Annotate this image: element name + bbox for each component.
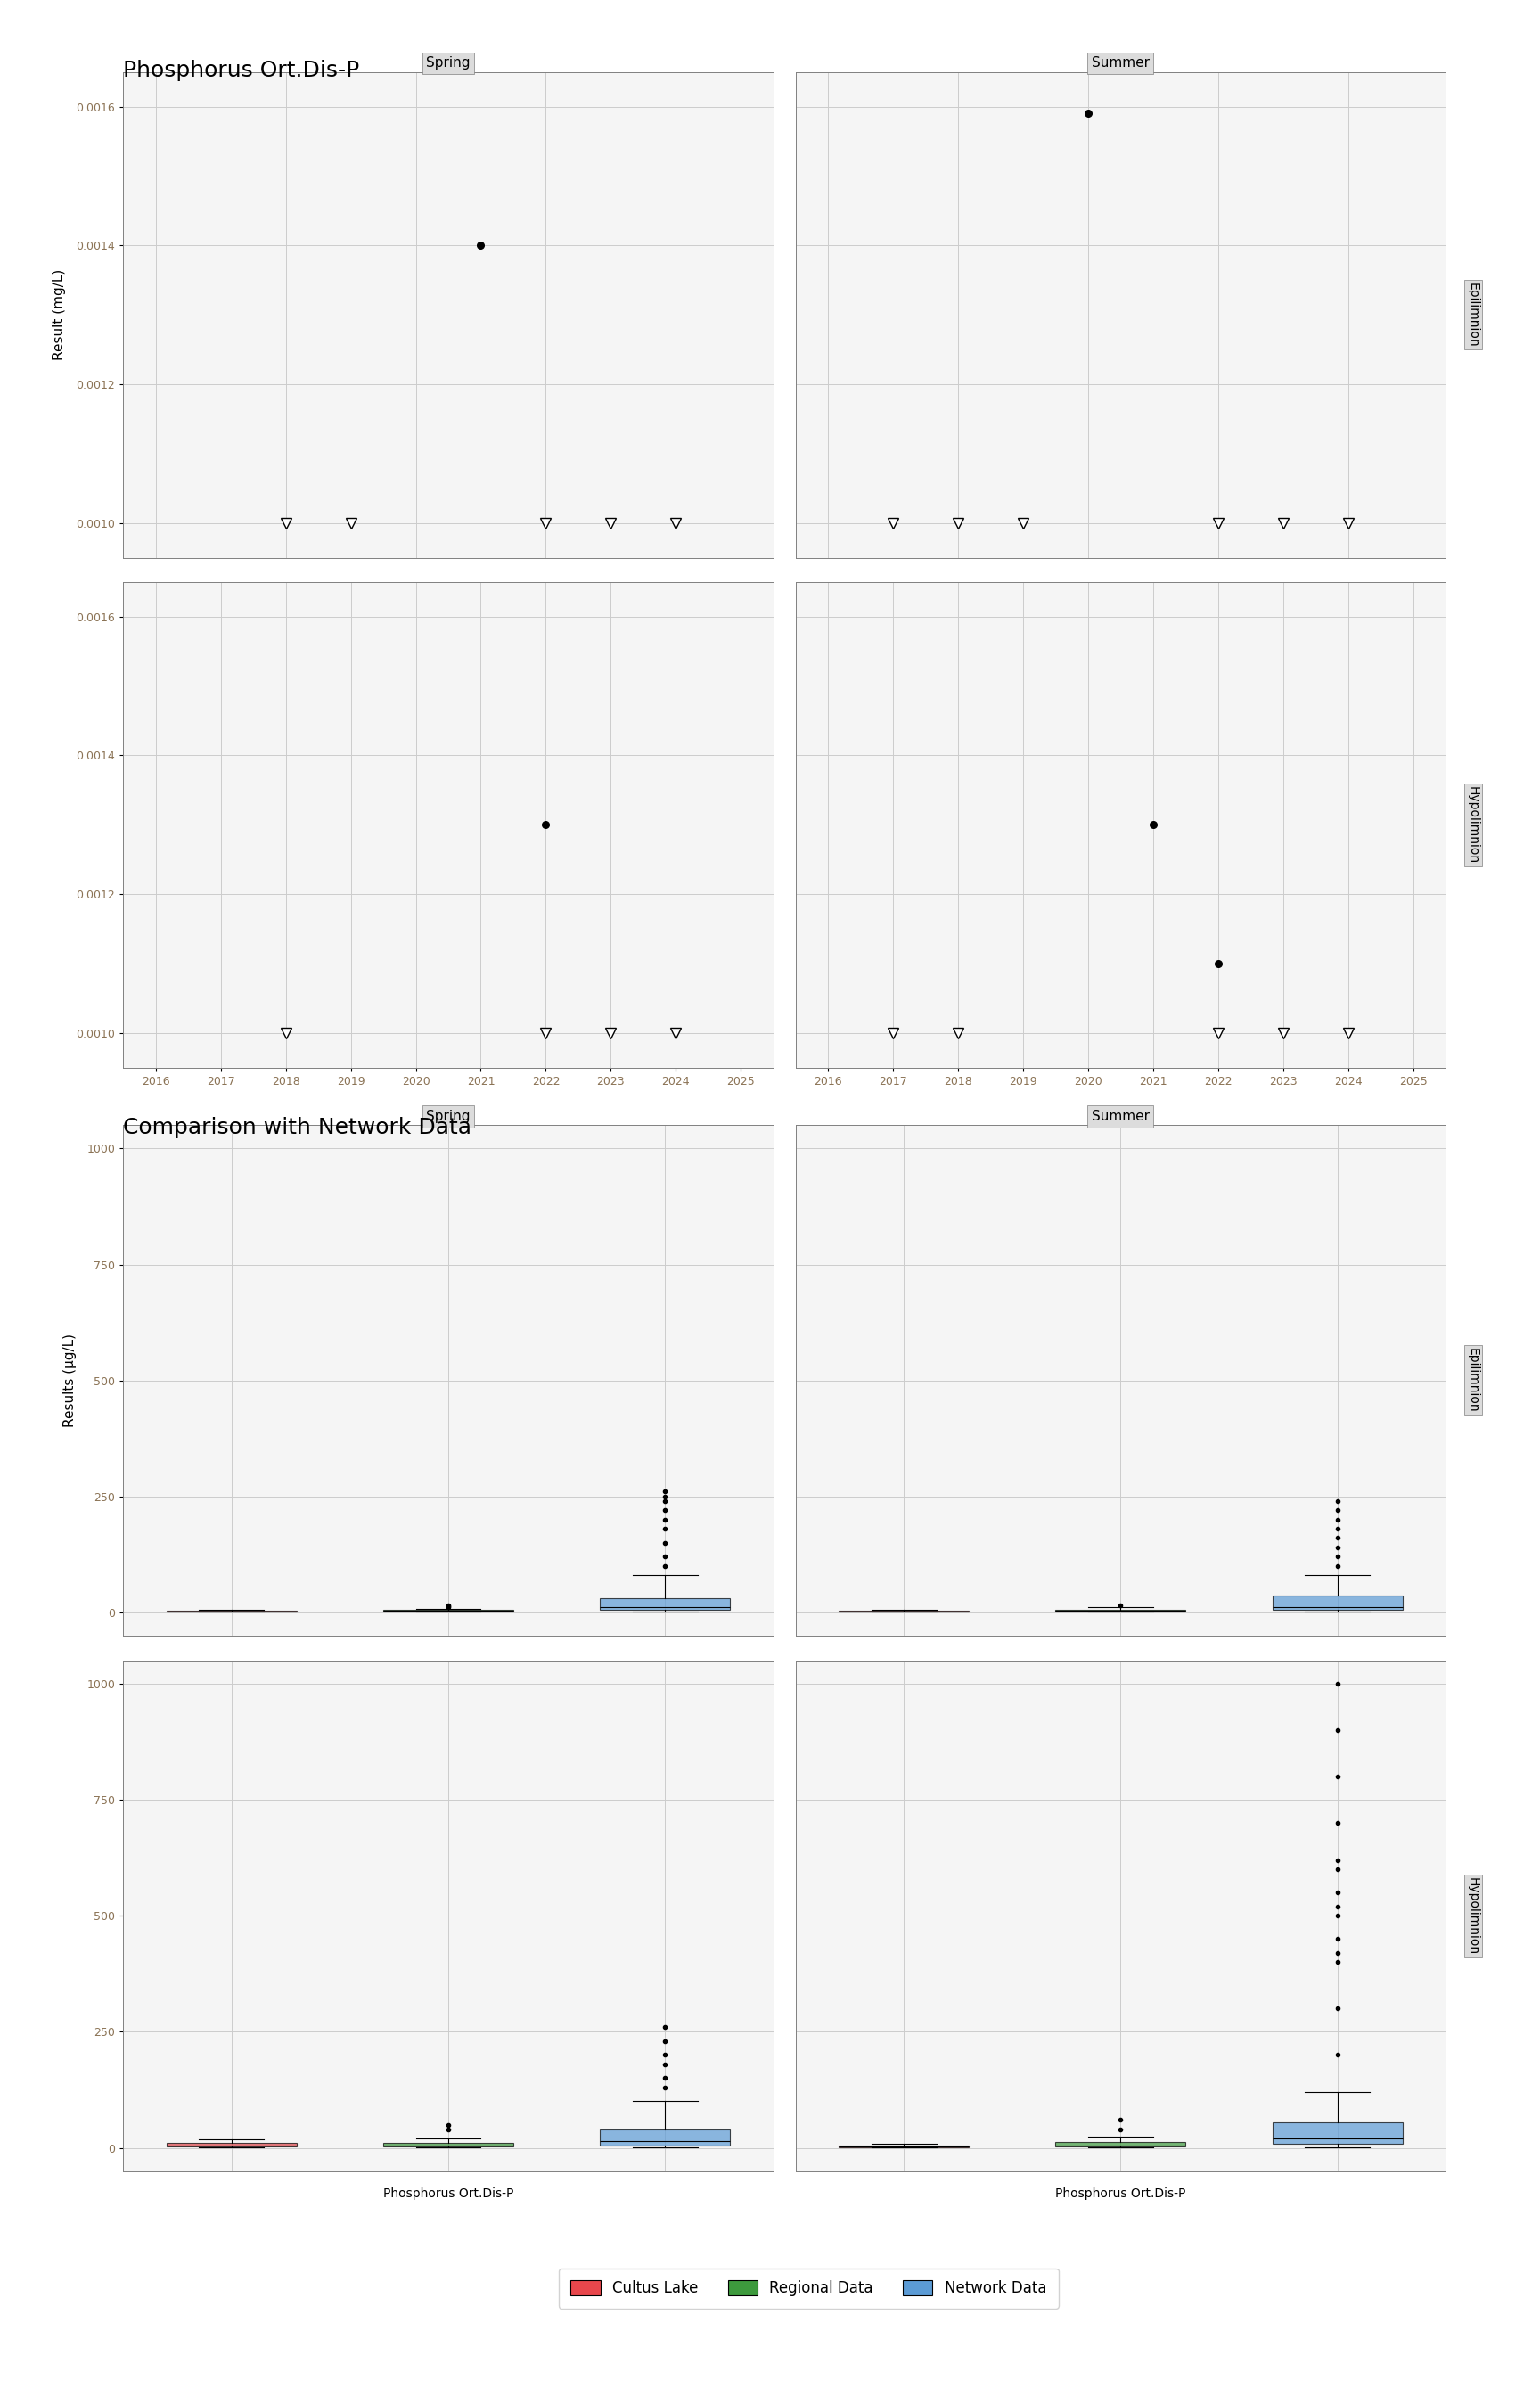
PathPatch shape [1055, 2142, 1186, 2147]
Text: Epilimnion: Epilimnion [1466, 1349, 1480, 1414]
Y-axis label: Result (mg/L): Result (mg/L) [52, 268, 66, 359]
Text: Epilimnion: Epilimnion [1466, 283, 1480, 347]
PathPatch shape [383, 2142, 513, 2147]
Point [1141, 805, 1166, 843]
PathPatch shape [601, 1598, 730, 1610]
PathPatch shape [166, 2142, 297, 2147]
Text: Comparison with Network Data: Comparison with Network Data [123, 1117, 471, 1138]
X-axis label: Phosphorus Ort.Dis-P: Phosphorus Ort.Dis-P [383, 2188, 513, 2200]
PathPatch shape [1272, 1596, 1403, 1610]
Text: Hypolimnion: Hypolimnion [1466, 1876, 1480, 1955]
PathPatch shape [601, 2130, 730, 2144]
Title: Summer: Summer [1092, 55, 1149, 69]
PathPatch shape [1272, 2123, 1403, 2144]
Text: Phosphorus Ort.Dis-P: Phosphorus Ort.Dis-P [123, 60, 360, 81]
Title: Summer: Summer [1092, 1109, 1149, 1124]
Point [1206, 944, 1230, 982]
Text: Hypolimnion: Hypolimnion [1466, 786, 1480, 863]
Point [468, 225, 493, 264]
Point [1076, 93, 1101, 132]
Point [533, 805, 557, 843]
Legend: Cultus Lake, Regional Data, Network Data: Cultus Lake, Regional Data, Network Data [559, 2269, 1058, 2307]
Y-axis label: Results (μg/L): Results (μg/L) [63, 1335, 77, 1428]
Title: Spring: Spring [427, 1109, 470, 1124]
Title: Spring: Spring [427, 55, 470, 69]
X-axis label: Phosphorus Ort.Dis-P: Phosphorus Ort.Dis-P [1055, 2188, 1186, 2200]
